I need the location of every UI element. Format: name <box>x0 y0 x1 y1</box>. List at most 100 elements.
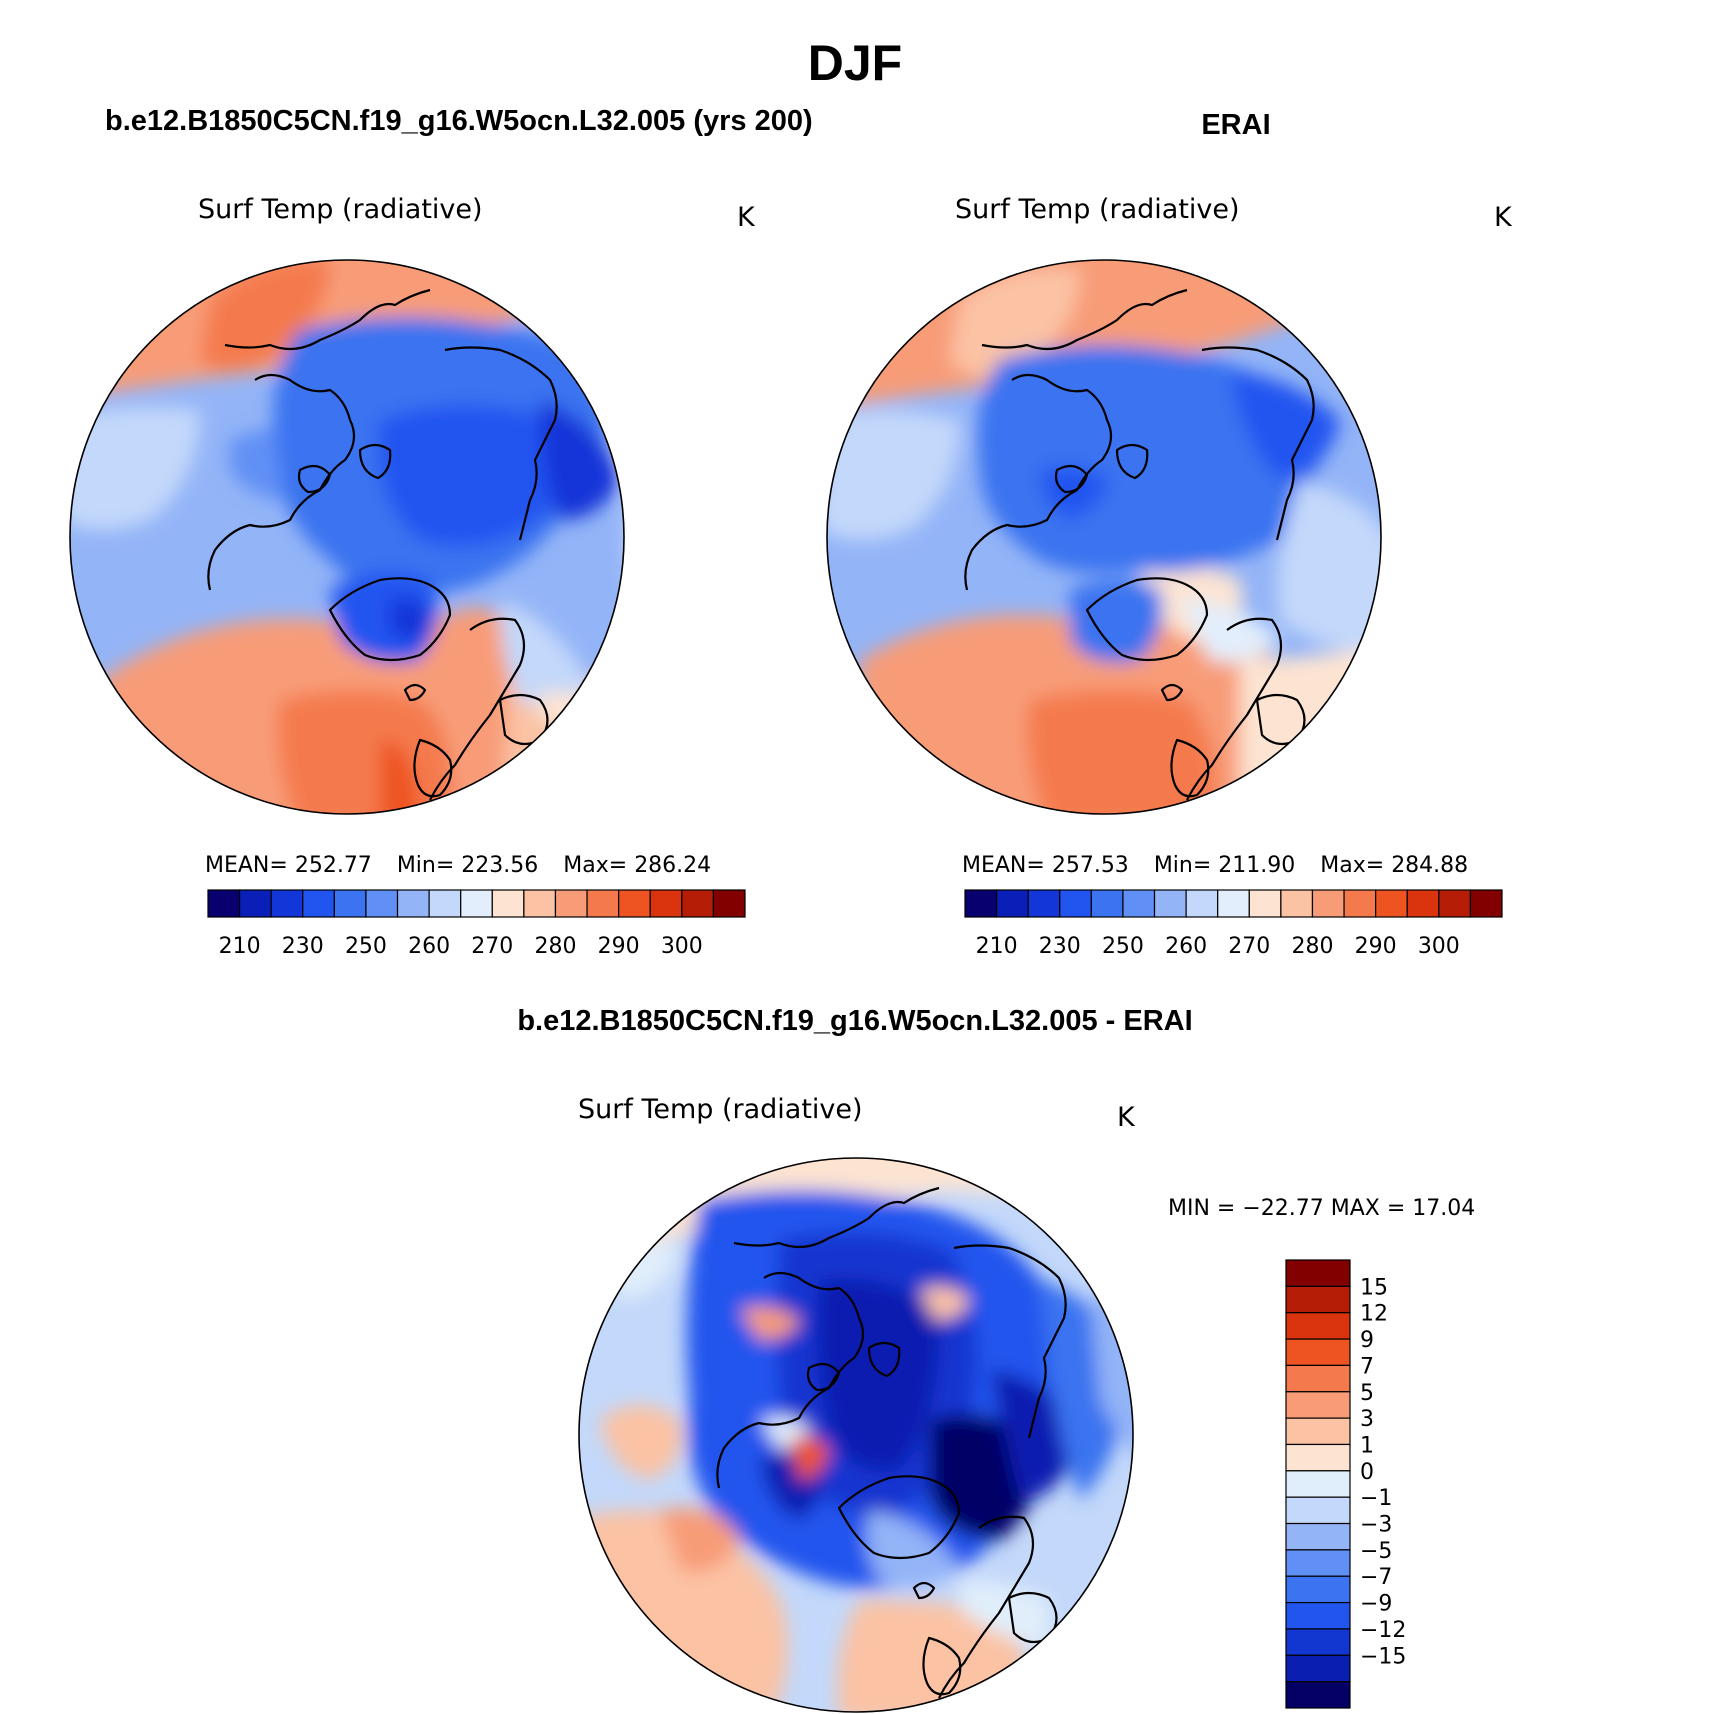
model-variable-label: Surf Temp (radiative) <box>198 194 483 225</box>
model-colorbar-tick-label: 290 <box>598 934 640 959</box>
obs-colorbar-tick-label: 280 <box>1291 934 1333 959</box>
model-colorbar-tick-label: 260 <box>408 934 450 959</box>
model-colorbar-swatch <box>586 889 620 918</box>
model-coastlines <box>207 288 624 801</box>
obs-colorbar-tick-label: 210 <box>976 934 1018 959</box>
obs-colorbar-tick-label: 250 <box>1102 934 1144 959</box>
obs-colorbar-swatch <box>1406 889 1440 918</box>
diff-colorbar-tick-label: −5 <box>1360 1539 1392 1564</box>
diff-colorbar-swatch <box>1285 1443 1351 1472</box>
model-colorbar-tick-label: 280 <box>534 934 576 959</box>
model-stats-line: MEAN= 252.77 Min= 223.56 Max= 286.24 <box>205 853 711 878</box>
obs-colorbar-swatch <box>1248 889 1282 918</box>
diff-colorbar-tick-label: 12 <box>1360 1302 1388 1327</box>
diff-colorbar-swatch <box>1285 1522 1351 1551</box>
model-colorbar-swatch <box>365 889 399 918</box>
model-map-boundary <box>69 259 625 815</box>
diff-colorbar-tick-label: −9 <box>1360 1592 1392 1617</box>
model-colorbar-swatch <box>460 889 493 918</box>
obs-map-panel: Surf Temp (radiative) K <box>826 194 1513 959</box>
diff-colorbar-tick-label: −7 <box>1360 1565 1392 1590</box>
obs-colorbar-swatch <box>1027 889 1061 918</box>
diff-colorbar-tick-label: 9 <box>1360 1328 1374 1353</box>
obs-colorbar: 210 230 250 260 270 280 290 300 <box>964 889 1503 959</box>
diff-colorbar-tick-label: 1 <box>1360 1433 1374 1458</box>
model-colorbar-swatch <box>302 889 335 918</box>
model-units-label: K <box>737 202 756 233</box>
diff-units-label: K <box>1117 1102 1136 1133</box>
diff-panel-title: b.e12.B1850C5CN.f19_g16.W5ocn.L32.005 - … <box>517 1005 1192 1037</box>
season-title: DJF <box>808 35 902 91</box>
obs-colorbar-swatch <box>1217 889 1250 918</box>
diff-variable-label: Surf Temp (radiative) <box>578 1094 863 1125</box>
diff-colorbar-swatch <box>1285 1259 1351 1287</box>
obs-colorbar-swatch <box>1469 889 1503 918</box>
model-colorbar-tick-label: 230 <box>282 934 324 959</box>
diff-colorbar-swatch <box>1285 1654 1351 1683</box>
model-colorbar-tick-label: 210 <box>219 934 261 959</box>
diff-map-panel: Surf Temp (radiative) K <box>578 1094 1475 1713</box>
model-colorbar-swatch <box>396 889 430 918</box>
model-colorbar-swatch <box>712 889 746 918</box>
model-colorbar-swatch <box>618 889 651 918</box>
model-colorbar-swatch <box>238 889 272 918</box>
model-colorbar-tick-label: 300 <box>661 934 703 959</box>
obs-colorbar-swatch <box>1090 889 1124 918</box>
diff-colorbar-tick-label: 0 <box>1360 1460 1374 1485</box>
model-colorbar-swatch <box>270 889 304 918</box>
diff-colorbar-swatch <box>1285 1364 1351 1393</box>
model-colorbar-tick-label: 250 <box>345 934 387 959</box>
obs-colorbar-swatch <box>995 889 1029 918</box>
obs-colorbar-swatch <box>1059 889 1092 918</box>
diff-colorbar-swatch <box>1285 1338 1351 1367</box>
obs-colorbar-swatch <box>1280 889 1314 918</box>
obs-colorbar-tick-label: 260 <box>1165 934 1207 959</box>
diff-colorbar-swatch <box>1285 1549 1351 1577</box>
diff-colorbar-swatch <box>1285 1575 1351 1604</box>
diff-colorbar-swatch <box>1285 1312 1351 1340</box>
obs-colorbar-tick-label: 230 <box>1039 934 1081 959</box>
diff-stats-line: MIN = −22.77 MAX = 17.04 <box>1168 1196 1475 1221</box>
model-colorbar-tick-label: 270 <box>471 934 513 959</box>
obs-colorbar-tick-label: 290 <box>1355 934 1397 959</box>
obs-map-boundary <box>826 259 1382 815</box>
diff-colorbar-swatch <box>1285 1391 1351 1419</box>
obs-colorbar-swatch <box>1153 889 1187 918</box>
diff-colorbar-swatch <box>1285 1470 1351 1498</box>
diff-colorbar-swatch <box>1285 1681 1351 1709</box>
model-panel-title: b.e12.B1850C5CN.f19_g16.W5ocn.L32.005 (y… <box>105 105 813 137</box>
obs-colorbar-swatch <box>1375 889 1408 918</box>
diff-colorbar-tick-label: 7 <box>1360 1354 1374 1379</box>
diff-colorbar-tick-label: 15 <box>1360 1275 1388 1300</box>
model-map-panel: Surf Temp (radiative) K <box>69 194 756 959</box>
diff-colorbar-swatch <box>1285 1496 1351 1525</box>
diff-colorbar-tick-label: −3 <box>1360 1513 1392 1538</box>
diff-colorbar-swatch <box>1285 1285 1351 1314</box>
obs-colorbar-swatch <box>1438 889 1472 918</box>
diff-colorbar-swatch <box>1285 1417 1351 1446</box>
obs-colorbar-tick-label: 300 <box>1418 934 1460 959</box>
model-colorbar-swatch <box>333 889 367 918</box>
diff-colorbar-tick-label: 5 <box>1360 1381 1374 1406</box>
diff-colorbar-tick-label: −12 <box>1360 1618 1406 1643</box>
model-colorbar: 210 230 250 260 270 280 290 300 <box>207 889 746 959</box>
model-colorbar-swatch <box>523 889 557 918</box>
obs-panel-title: ERAI <box>1201 109 1270 141</box>
obs-colorbar-swatch <box>1343 889 1377 918</box>
obs-variable-label: Surf Temp (radiative) <box>955 194 1240 225</box>
obs-colorbar-swatch <box>1311 889 1345 918</box>
diff-map-boundary <box>578 1157 1134 1713</box>
diff-temperature-field <box>579 1158 1133 1712</box>
diff-colorbar-swatch <box>1285 1628 1351 1656</box>
model-colorbar-swatch <box>207 889 241 918</box>
obs-stats-line: MEAN= 257.53 Min= 211.90 Max= 284.88 <box>962 853 1468 878</box>
model-colorbar-swatch <box>649 889 683 918</box>
obs-colorbar-swatch <box>964 889 998 918</box>
obs-units-label: K <box>1494 202 1513 233</box>
model-colorbar-swatch <box>554 889 588 918</box>
model-colorbar-swatch <box>681 889 715 918</box>
diff-colorbar-tick-label: −1 <box>1360 1486 1392 1511</box>
obs-colorbar-swatch <box>1122 889 1156 918</box>
